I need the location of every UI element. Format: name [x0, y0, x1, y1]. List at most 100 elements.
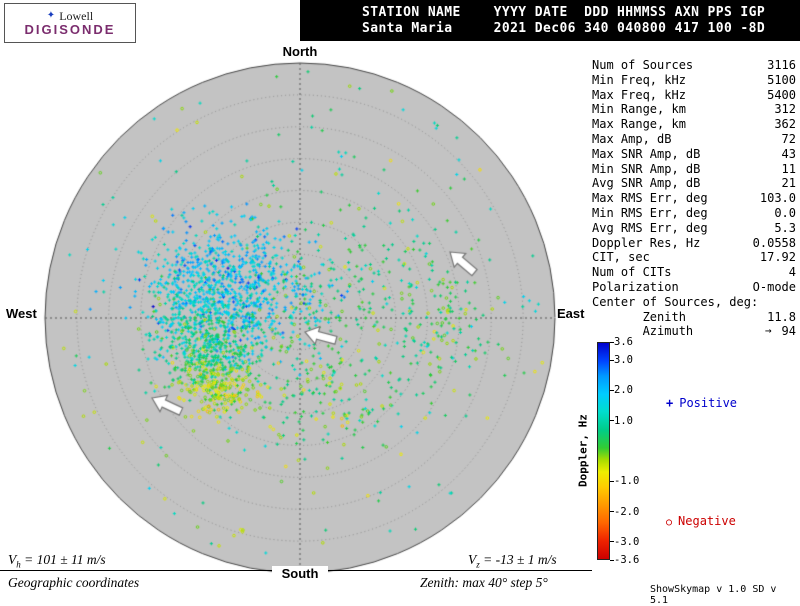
colorbar-tick-label: -3.6: [614, 554, 640, 566]
compass-label-east: East: [557, 306, 585, 321]
parameter-row: Num of CITs 4: [592, 265, 796, 280]
parameter-value: 0.0558: [753, 236, 796, 251]
legend-negative-label: Negative: [678, 514, 736, 528]
parameter-label: Max Range, km: [592, 117, 686, 132]
parameter-value: 362: [774, 117, 796, 132]
skymap-plot: [40, 58, 560, 578]
parameter-row: Doppler Res, Hz 0.0558: [592, 236, 796, 251]
software-version-label: ShowSkymap v 1.0 SD v 5.1: [650, 584, 777, 606]
parameter-row: Min SNR Amp, dB 11: [592, 162, 796, 177]
legend-positive-label: Positive: [679, 396, 738, 410]
coordinate-system-label: Geographic coordinates: [8, 575, 140, 590]
plus-marker-icon: +: [666, 396, 674, 410]
parameter-label: Max Freq, kHz: [592, 87, 686, 102]
azimuth-direction-icon: →: [764, 324, 772, 338]
parameter-value: 4: [789, 265, 796, 280]
header-station-values: Santa Maria 2021 Dec06 340 040800 417 10…: [362, 20, 766, 36]
logo-lowell-row: ✦ Lowell: [47, 10, 93, 22]
parameter-value-text: O-mode: [752, 279, 796, 294]
parameter-value: 103.0: [760, 191, 796, 206]
colorbar-tick-label: -2.0: [614, 505, 640, 518]
parameter-value-text: 3116: [767, 58, 796, 72]
parameter-value-text: 72: [781, 131, 796, 146]
parameter-value: 5100: [767, 73, 796, 88]
parameter-value: → 94: [765, 324, 796, 339]
parameter-value-text: 5100: [767, 72, 796, 87]
parameter-label: Min RMS Err, deg: [592, 205, 708, 220]
parameter-value-text: 11.8: [767, 309, 796, 324]
vertical-velocity-readout: Vz = -13 ± 1 m/s: [468, 552, 557, 570]
parameter-row: Min RMS Err, deg 0.0: [592, 206, 796, 221]
colorbar-tick-mark: [610, 511, 614, 513]
header-column-titles: STATION NAME YYYY DATE DDD HHMMSS AXN PP…: [362, 5, 766, 20]
parameter-label: Max SNR Amp, dB: [592, 146, 701, 161]
parameter-label: CIT, sec: [592, 250, 650, 265]
parameter-label: Center of Sources, deg:: [592, 294, 759, 309]
parameter-row: Azimuth → 94: [592, 324, 796, 339]
legend-positive: + Positive: [666, 396, 737, 410]
colorbar-tick-mark: [610, 480, 614, 482]
parameter-value: O-mode: [753, 280, 796, 295]
logo-digisonde-text: DIGISONDE: [24, 21, 116, 37]
parameter-row: Min Freq, kHz 5100: [592, 73, 796, 88]
parameter-panel: Num of Sources 3116 Min Freq, kHz 5100 Max F…: [592, 58, 796, 339]
compass-label-north: North: [282, 44, 318, 59]
compass-label-south: South: [272, 566, 328, 581]
colorbar-tick-label: -3.0: [614, 535, 640, 548]
parameter-label: Doppler Res, Hz: [592, 235, 701, 250]
colorbar-tick-mark: [610, 341, 614, 343]
parameter-row: Avg RMS Err, deg 5.3: [592, 221, 796, 236]
parameter-row: Num of Sources 3116: [592, 58, 796, 73]
parameter-label: Avg SNR Amp, dB: [592, 176, 701, 191]
colorbar-tick-mark: [610, 559, 614, 561]
vh-symbol: V: [8, 552, 17, 567]
parameter-label: Num of CITs: [592, 265, 672, 280]
lowell-star-icon: ✦: [46, 9, 56, 21]
parameter-value: 21: [782, 176, 796, 191]
parameter-label: Min Freq, kHz: [592, 72, 686, 87]
colorbar-tick-label: 3.6: [614, 336, 633, 348]
parameter-row: Polarization O-mode: [592, 280, 796, 295]
logo-lowell-text: Lowell: [59, 8, 94, 23]
colorbar-tick-mark: [610, 389, 614, 391]
colorbar-axis-label: Doppler, Hz: [576, 414, 590, 487]
zenith-scale-note: Zenith: max 40° step 5°: [420, 575, 548, 590]
parameter-value: 3116: [767, 58, 796, 73]
parameter-label: Min SNR Amp, dB: [592, 161, 701, 176]
parameter-value-text: 21: [781, 176, 796, 191]
colorbar-tick-mark: [610, 420, 614, 422]
parameter-value-text: 312: [774, 102, 796, 117]
colorbar-tick-mark: [610, 359, 614, 361]
colorbar-tick-label: -1.0: [614, 475, 640, 488]
parameter-value: 11: [782, 162, 796, 177]
horizontal-velocity-readout: Vh = 101 ± 11 m/s: [8, 552, 106, 570]
parameter-value-text: 94: [781, 324, 796, 339]
parameter-row: CIT, sec 17.92: [592, 250, 796, 265]
vz-value: = -13 ± 1 m/s: [479, 552, 557, 567]
vz-subscript: z: [476, 559, 480, 570]
parameter-value: 0.0: [774, 206, 796, 221]
doppler-colorbar: [597, 342, 610, 560]
lowell-digisonde-logo: ✦ Lowell DIGISONDE: [4, 3, 136, 43]
parameter-value-text: 43: [781, 146, 796, 161]
parameter-value-text: 5.3: [774, 220, 796, 235]
vh-subscript: h: [16, 559, 21, 570]
parameter-value-text: 17.92: [759, 250, 796, 265]
parameter-label: Max RMS Err, deg: [592, 191, 708, 206]
parameter-value-text: 0.0558: [752, 235, 796, 250]
station-header-bar: STATION NAME YYYY DATE DDD HHMMSS AXN PP…: [300, 0, 800, 41]
parameter-label: Min Range, km: [592, 102, 686, 117]
colorbar-tick-label: 2.0: [614, 384, 633, 397]
colorbar-tick-label: 3.0: [614, 354, 633, 367]
parameter-row: Center of Sources, deg:: [592, 295, 796, 310]
colorbar-tick-mark: [610, 541, 614, 543]
parameter-row: Min Range, km 312: [592, 102, 796, 117]
vz-symbol: V: [468, 552, 477, 567]
parameter-row: Max RMS Err, deg 103.0: [592, 191, 796, 206]
vh-value: = 101 ± 11 m/s: [20, 552, 106, 567]
circle-marker-icon: ○: [666, 517, 673, 528]
parameter-value: 17.92: [760, 250, 796, 265]
parameter-value-text: 362: [774, 117, 796, 132]
legend-negative: ○ Negative: [666, 514, 736, 528]
